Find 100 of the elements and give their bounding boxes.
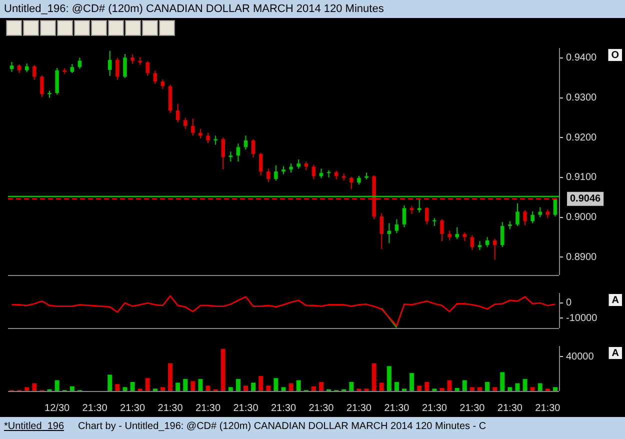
candlestick (153, 70, 158, 84)
bar (183, 379, 188, 391)
candlestick (274, 164, 278, 182)
bar (70, 386, 74, 391)
bar (251, 382, 256, 391)
y-tick-label: 0 (566, 298, 572, 309)
bar (236, 379, 240, 391)
bar (24, 387, 30, 391)
candlestick (350, 176, 354, 190)
candlestick (289, 162, 293, 174)
bar (515, 383, 520, 391)
bar (394, 382, 399, 391)
bar (538, 383, 542, 391)
candlestick (258, 152, 263, 176)
candlestick (236, 143, 240, 162)
bar (145, 378, 150, 391)
bar (492, 387, 498, 391)
bar (440, 388, 444, 391)
bar (530, 387, 535, 391)
bar (485, 382, 490, 391)
bar (296, 380, 301, 391)
candlestick (176, 103, 180, 123)
y-tick-label: 0.9200 (566, 132, 598, 144)
bar (462, 380, 467, 391)
candlestick (40, 74, 44, 98)
candlestick (296, 159, 300, 170)
candlestick (523, 210, 527, 226)
candlestick (191, 118, 195, 136)
text: A (612, 294, 620, 306)
candlestick (380, 212, 384, 250)
bar (32, 383, 37, 391)
candlestick (214, 135, 218, 146)
bar (130, 382, 135, 391)
candlestick (440, 218, 444, 242)
candlestick (198, 128, 202, 139)
text: A (612, 348, 620, 359)
x-tick-label: 21:30 (422, 402, 448, 414)
bar (115, 384, 120, 391)
x-tick-label: 21:30 (535, 402, 561, 414)
bar (206, 386, 210, 391)
bar (122, 387, 128, 391)
candlestick (221, 137, 226, 170)
chart-title: Untitled_196: @CD# (120m) CANADIAN DOLLAR MARCH 2014 120 Minutes (3, 2, 385, 17)
bar (54, 380, 60, 391)
bar (318, 382, 324, 391)
bar (349, 382, 354, 391)
x-tick-label: 21:30 (346, 402, 372, 414)
candlestick (10, 61, 14, 72)
candlestick (123, 53, 127, 78)
x-tick-label: 21:30 (270, 402, 296, 414)
x-tick-label: 21:30 (384, 402, 410, 414)
x-tick-label: 21:30 (82, 402, 108, 414)
bar (500, 372, 505, 391)
y-tick-label: 0.9100 (566, 172, 598, 184)
candlestick (516, 202, 520, 227)
candlestick (425, 206, 429, 225)
bar (522, 379, 528, 391)
bar (168, 363, 173, 391)
bar (470, 387, 474, 391)
candlestick (538, 206, 542, 218)
candlestick (206, 132, 210, 144)
bar (228, 387, 233, 391)
text: *Untitled_196 (4, 421, 64, 432)
bar (311, 386, 316, 391)
candlestick (78, 57, 82, 70)
bar (410, 373, 414, 391)
y-tick-label: 0.9000 (566, 212, 598, 224)
candlestick (394, 218, 399, 234)
bar (108, 374, 112, 391)
y-tick-label: 40000 (566, 351, 594, 362)
candlestick (553, 198, 558, 217)
y-tick-label: 0.8900 (566, 252, 598, 263)
bar (447, 380, 452, 391)
bar (281, 387, 286, 391)
bar (454, 388, 460, 391)
candlestick (32, 64, 36, 80)
candlestick (130, 54, 134, 64)
bar (477, 387, 482, 391)
y-tick-label: 0.9400 (566, 52, 598, 64)
x-tick-label: 21:30 (158, 402, 184, 414)
candlestick (500, 222, 504, 248)
bar (288, 383, 294, 391)
x-tick-label: 21:30 (233, 402, 259, 414)
candlestick (183, 117, 188, 130)
bar (176, 382, 180, 391)
candlestick (402, 204, 406, 228)
candlestick (108, 50, 112, 76)
x-tick-label: 21:30 (497, 402, 523, 414)
candlestick (116, 57, 120, 80)
bar (386, 366, 392, 391)
candlestick (417, 198, 422, 213)
x-tick-label: 12/30 (44, 402, 70, 414)
candlestick (55, 67, 59, 96)
text: O (611, 50, 620, 61)
bar (424, 382, 430, 391)
candlestick (146, 60, 150, 76)
bar (274, 378, 278, 391)
bar (372, 363, 376, 391)
bar (508, 387, 512, 391)
candlestick (448, 230, 452, 241)
